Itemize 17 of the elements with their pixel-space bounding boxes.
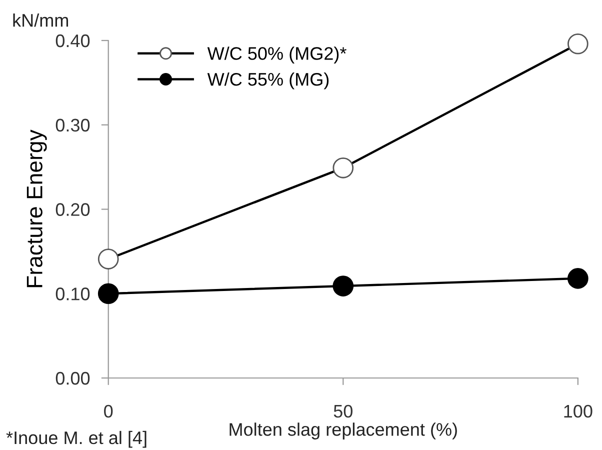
y-tick-label: 0.00 [56, 372, 90, 385]
legend-label: W/C 50% (MG2)* [207, 46, 346, 64]
point [568, 268, 588, 289]
y-axis-title: Fracture Energy [26, 130, 47, 288]
y-tick-label: 0.40 [56, 34, 90, 48]
x-tick-label: 100 [564, 404, 592, 418]
text: kN/mm [13, 14, 68, 27]
x-tick-label: 50 [334, 404, 352, 418]
point [98, 283, 119, 304]
y-tick-label: 0.30 [56, 118, 90, 132]
y-tick-label: 0.20 [56, 203, 90, 216]
text: *Inoue M. et al [4] [6, 430, 146, 448]
point [332, 276, 354, 296]
legend-label: W/C 55% (MG) [207, 72, 329, 90]
x-tick-label: 0 [104, 404, 113, 418]
y-tick-label: 0.10 [56, 288, 90, 300]
x-axis-title: Molten slag replacement (%) [230, 422, 457, 440]
